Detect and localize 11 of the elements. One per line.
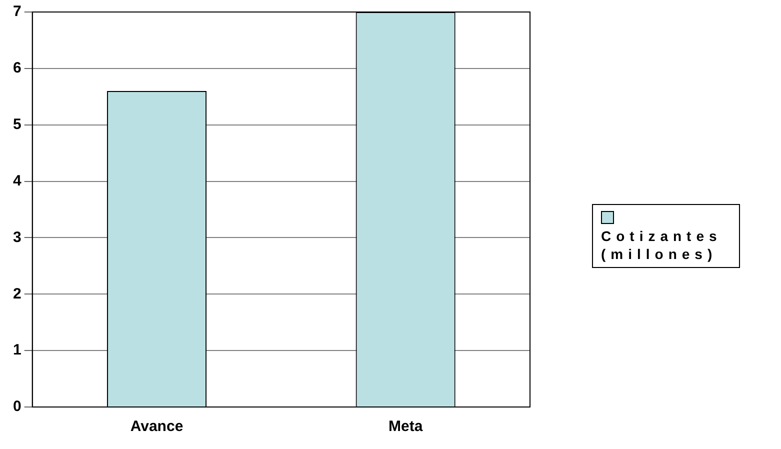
y-tick-label: 1 <box>13 342 22 359</box>
legend-label: Cotizantes (millones) <box>592 204 740 268</box>
x-tick-label: Meta <box>388 418 424 436</box>
y-tick-label: 7 <box>13 3 22 20</box>
y-tick-label: 6 <box>13 60 22 77</box>
y-tick-label: 2 <box>13 285 22 302</box>
y-tick-label: 5 <box>13 116 22 133</box>
y-tick-label: 0 <box>13 398 22 416</box>
y-tick-label: 4 <box>13 172 22 190</box>
y-tick-label: 3 <box>13 228 22 246</box>
x-tick-label: Avance <box>130 418 184 436</box>
